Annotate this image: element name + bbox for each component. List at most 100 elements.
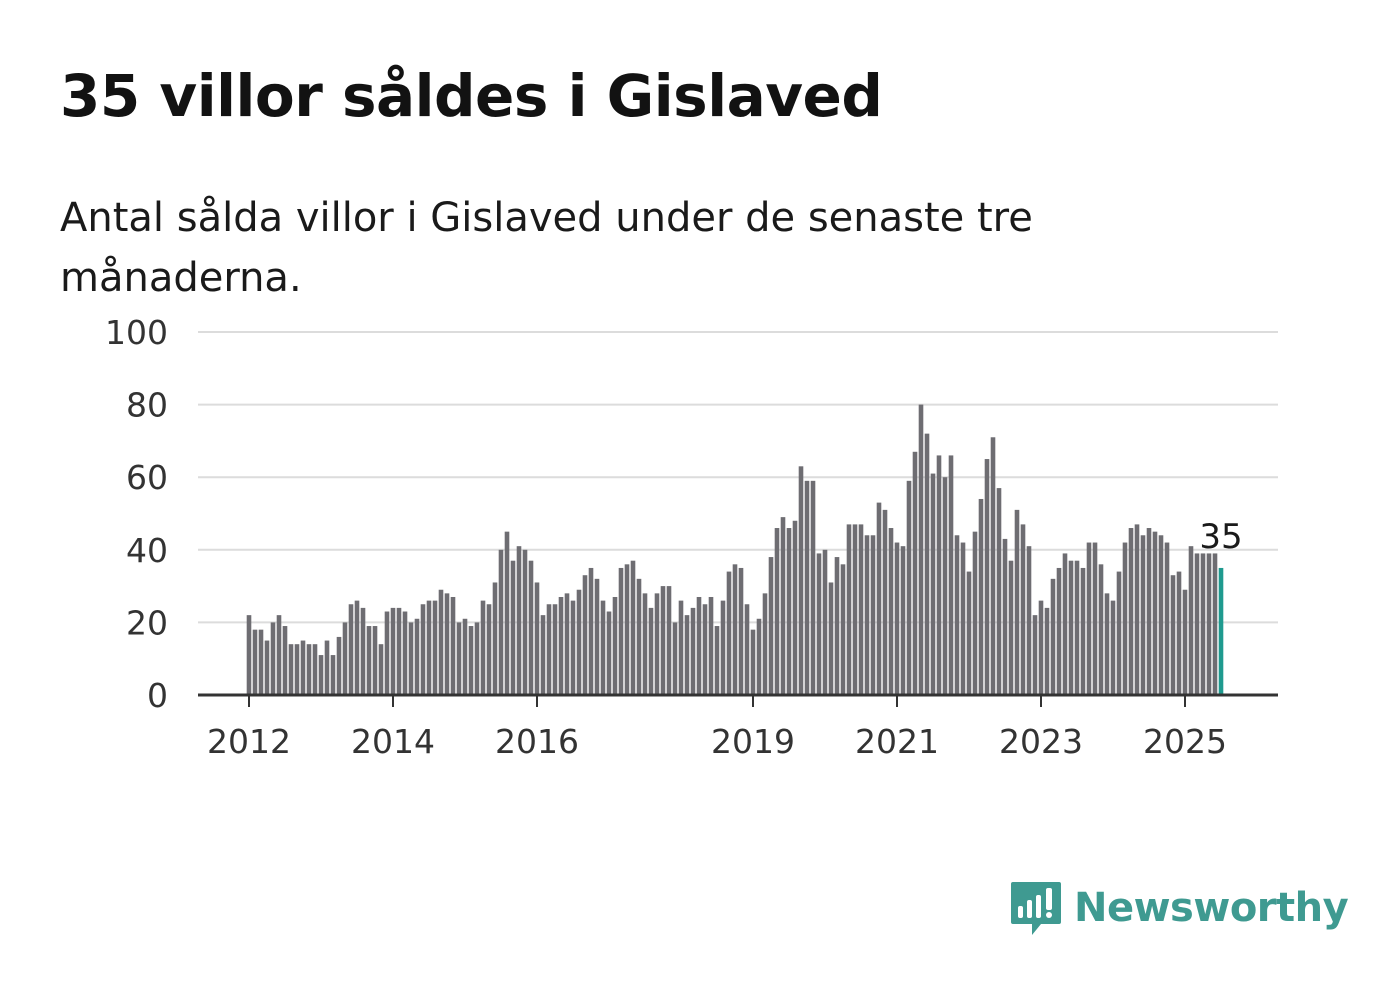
x-tick-label: 2012	[207, 722, 291, 761]
bar	[810, 480, 816, 695]
y-tick-label: 40	[126, 531, 168, 570]
bar	[1182, 589, 1188, 695]
bar	[438, 589, 444, 695]
bar	[888, 528, 894, 695]
bar	[894, 542, 900, 695]
bar	[1050, 578, 1056, 695]
bar	[978, 498, 984, 695]
bar	[942, 477, 948, 695]
bar	[714, 626, 720, 695]
bar	[366, 626, 372, 695]
bar	[282, 626, 288, 695]
bar	[720, 600, 726, 695]
bar	[1122, 542, 1128, 695]
bar	[1002, 538, 1008, 695]
bar	[924, 433, 930, 695]
bar	[906, 480, 912, 695]
x-axis	[198, 693, 1278, 707]
bar	[666, 586, 672, 695]
bar	[414, 618, 420, 695]
bar	[1188, 546, 1194, 695]
bar	[264, 640, 270, 695]
brand-name: Newsworthy	[1074, 885, 1349, 931]
brand-logo: Newsworthy	[1010, 878, 1349, 938]
y-tick-label: 60	[126, 458, 168, 497]
bar	[774, 528, 780, 695]
bar	[864, 535, 870, 695]
bar	[990, 437, 996, 695]
bar	[744, 604, 750, 695]
bar	[270, 622, 276, 695]
bar	[1134, 524, 1140, 695]
bar	[480, 600, 486, 695]
bar	[600, 600, 606, 695]
bar	[840, 564, 846, 695]
bar	[402, 611, 408, 695]
bar	[384, 611, 390, 695]
bar	[732, 564, 738, 695]
bar	[828, 582, 834, 695]
bar	[1170, 575, 1176, 695]
bar	[726, 571, 732, 695]
x-tick-label: 2014	[351, 722, 435, 761]
bar	[462, 618, 468, 695]
x-tick-label: 2016	[495, 722, 579, 761]
bar	[936, 455, 942, 695]
chart-subtitle: Antal sålda villor i Gislaved under de s…	[60, 195, 1033, 301]
bar	[1158, 535, 1164, 695]
bar	[528, 560, 534, 695]
bar	[504, 531, 510, 695]
y-tick-label: 100	[105, 313, 168, 352]
bar	[858, 524, 864, 695]
bar	[552, 604, 558, 695]
bar	[288, 644, 294, 695]
bar	[984, 459, 990, 695]
bar	[1032, 615, 1038, 695]
bar	[1038, 600, 1044, 695]
bar	[816, 553, 822, 695]
bar	[954, 535, 960, 695]
bar	[252, 629, 258, 695]
bar	[1068, 560, 1074, 695]
bar	[498, 549, 504, 695]
bar	[822, 549, 828, 695]
bar	[834, 557, 840, 695]
bar	[1080, 567, 1086, 695]
x-tick-labels: 2012 2014 2016 2019 2021 2023 2025	[207, 722, 1227, 761]
bar	[372, 626, 378, 695]
bar	[1008, 560, 1014, 695]
bar	[1020, 524, 1026, 695]
highlight-data-label: 35	[1199, 517, 1242, 557]
bar	[522, 549, 528, 695]
bar	[558, 596, 564, 695]
bar	[852, 524, 858, 695]
bar	[672, 622, 678, 695]
bar	[534, 582, 540, 695]
bar	[876, 502, 882, 695]
bar	[306, 644, 312, 695]
bar	[972, 531, 978, 695]
y-tick-labels: 0 20 40 60 80 100	[105, 313, 168, 715]
bar	[336, 636, 342, 695]
bar	[1152, 531, 1158, 695]
bar	[756, 618, 762, 695]
bar	[618, 567, 624, 695]
bar	[258, 629, 264, 695]
bar	[1140, 535, 1146, 695]
x-tick-label: 2023	[999, 722, 1083, 761]
bar	[1098, 564, 1104, 695]
bar	[492, 582, 498, 695]
bar	[456, 622, 462, 695]
bar	[516, 546, 522, 695]
bar	[846, 524, 852, 695]
bar	[1044, 607, 1050, 695]
bar	[1110, 600, 1116, 695]
bar	[318, 655, 324, 695]
bar	[1056, 567, 1062, 695]
bar	[1206, 553, 1212, 695]
bar	[690, 607, 696, 695]
bar	[1164, 542, 1170, 695]
bar	[696, 596, 702, 695]
chart-title: 35 villor såldes i Gislaved	[60, 62, 883, 130]
bar	[612, 596, 618, 695]
